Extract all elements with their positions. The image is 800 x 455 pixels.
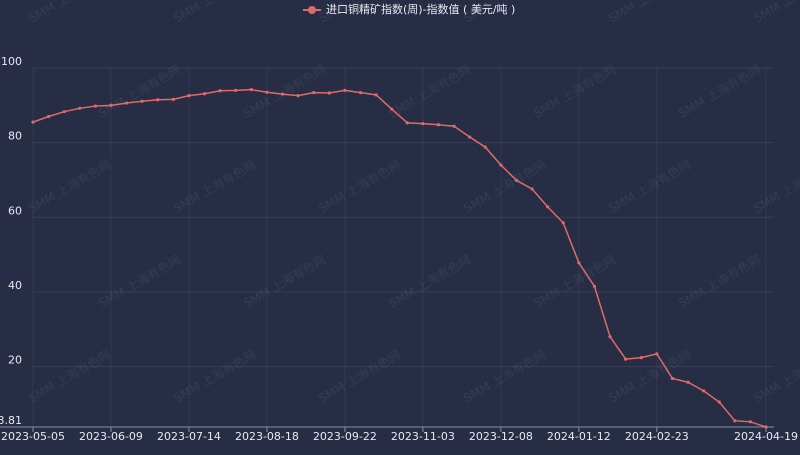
x-tick-label: 2023-06-09 bbox=[79, 430, 143, 443]
legend-marker bbox=[308, 6, 316, 14]
data-point bbox=[46, 114, 51, 119]
data-point bbox=[124, 101, 129, 105]
data-point bbox=[296, 94, 300, 98]
data-point bbox=[592, 284, 597, 288]
data-point bbox=[78, 106, 82, 110]
data-point bbox=[452, 124, 456, 128]
data-point bbox=[390, 107, 394, 111]
data-line bbox=[32, 88, 767, 428]
x-tick-label: 2023-11-03 bbox=[391, 430, 455, 443]
data-point bbox=[577, 261, 581, 265]
data-point bbox=[140, 99, 144, 103]
data-point bbox=[156, 98, 160, 102]
data-point bbox=[639, 356, 643, 360]
data-point bbox=[624, 357, 628, 361]
y-tick-label: 40 bbox=[8, 279, 22, 292]
data-point bbox=[171, 97, 175, 101]
x-tick-label: 2024-02-23 bbox=[625, 430, 689, 443]
data-point bbox=[265, 90, 269, 94]
data-point bbox=[546, 205, 550, 209]
y-tick-label: 3.81 bbox=[0, 414, 22, 427]
data-point bbox=[655, 352, 659, 356]
x-tick-label: 2023-12-08 bbox=[469, 430, 533, 443]
data-point bbox=[436, 123, 441, 127]
x-tick-label: 2023-07-14 bbox=[157, 430, 221, 443]
data-point bbox=[62, 110, 66, 114]
data-point bbox=[358, 91, 363, 95]
data-point bbox=[249, 88, 253, 92]
x-tick-label: 2024-04-19 bbox=[734, 430, 798, 443]
data-point bbox=[499, 163, 503, 167]
data-point bbox=[717, 400, 721, 404]
legend-label: 进口铜精矿指数(周)-指数值 ( 美元/吨 ) bbox=[326, 2, 515, 16]
x-tick-label: 2023-05-05 bbox=[1, 430, 65, 443]
y-tick-label: 60 bbox=[8, 204, 22, 217]
legend: 进口铜精矿指数(周)-指数值 ( 美元/吨 ) bbox=[303, 2, 515, 16]
x-tick-label: 2023-09-22 bbox=[313, 430, 377, 443]
data-point bbox=[608, 335, 612, 339]
data-point bbox=[93, 104, 97, 108]
data-point bbox=[702, 389, 706, 393]
data-point bbox=[327, 91, 331, 95]
data-point bbox=[748, 420, 753, 424]
data-point bbox=[374, 93, 378, 97]
data-point bbox=[31, 120, 35, 124]
data-point bbox=[343, 88, 347, 92]
data-point bbox=[764, 425, 768, 429]
data-point bbox=[405, 121, 409, 125]
data-point bbox=[280, 92, 285, 96]
data-point bbox=[483, 145, 487, 149]
data-point bbox=[187, 94, 191, 98]
data-point bbox=[421, 122, 425, 126]
data-point bbox=[530, 187, 534, 191]
data-point bbox=[670, 376, 675, 381]
x-tick-label: 2023-08-18 bbox=[235, 430, 299, 443]
data-point bbox=[733, 419, 737, 423]
data-point bbox=[312, 91, 316, 95]
y-tick-label: 20 bbox=[8, 354, 22, 367]
data-point bbox=[234, 88, 238, 92]
y-tick-label: 100 bbox=[1, 55, 22, 68]
data-point bbox=[109, 103, 113, 107]
data-point bbox=[686, 380, 690, 384]
data-point bbox=[218, 89, 222, 93]
data-point bbox=[514, 178, 519, 182]
data-point bbox=[561, 221, 565, 225]
y-tick-label: 80 bbox=[8, 130, 22, 143]
x-tick-label: 2024-01-12 bbox=[547, 430, 611, 443]
data-point bbox=[202, 92, 207, 96]
data-point bbox=[468, 135, 472, 139]
